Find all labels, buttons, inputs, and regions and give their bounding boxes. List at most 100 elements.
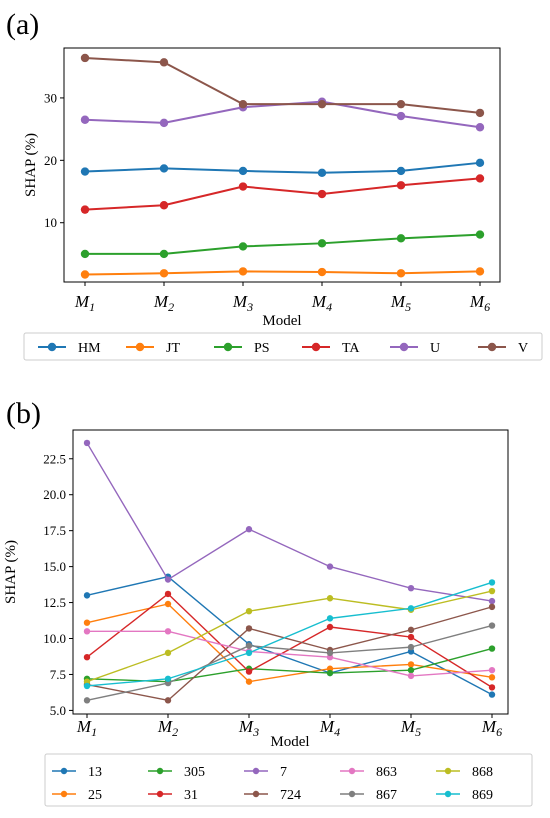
panel-b-legend-label-869: 869 [472,788,493,803]
panel-b-x-tick-sub: 2 [172,725,178,739]
panel-b-point-724 [245,625,253,632]
panel-b-point-863 [407,672,415,680]
panel-a-x-axis-title: Model [262,313,301,329]
panel-b-point-31 [245,668,253,675]
panel-a-point-PS [238,242,248,251]
panel-b-legend-marker-724 [252,790,260,798]
panel-a-x-tick-label: M2 [153,292,174,314]
panel-a-series-line-TA [84,177,481,211]
panel-b-legend-marker-863 [348,767,356,775]
panel-b-point-869 [488,579,496,586]
panel-a-series-line-JT [84,270,481,276]
panel-b-x-tick-sub: 5 [415,725,421,739]
panel-b-label: (b) [6,397,41,430]
panel-b-point-724 [488,603,496,611]
panel-b-point-869 [245,649,253,657]
panel-a-x-tick-label: M6 [469,292,490,314]
panel-b-legend-label-867: 867 [376,788,397,803]
panel-a-legend-label-JT: JT [166,341,180,356]
panel-b-series-line-868 [86,590,493,683]
panel-b-series-line-7 [86,442,493,602]
panel-b-series-line-305 [86,647,493,683]
panel-b-x-tick-base: M [481,717,497,736]
panel-a-point-PS [317,239,327,248]
panel-b-x-tick-label: M1 [76,717,97,739]
panel-b-y-tick-label: 10.0 [43,631,66,646]
panel-b-point-31 [83,654,91,661]
panel-b-point-7 [407,584,415,592]
panel-b-point-868 [326,595,334,602]
panel-a-point-JT [238,267,248,276]
panel-a-legend-marker-V [487,342,497,352]
panel-a-point-U [80,115,90,124]
panel-a-legend-label-PS: PS [254,341,270,356]
panel-a-legend-label-HM: HM [78,341,101,356]
panel-a-point-PS [475,230,485,239]
panel-a-legend-marker-JT [135,342,145,352]
panel-a-legend-marker-PS [223,342,233,352]
panel-b-legend-frame [44,753,533,807]
panel-a-point-U [475,123,485,132]
panel-a-legend-label-TA: TA [342,341,360,356]
panel-b-legend-label-13: 13 [88,765,102,780]
panel-b-point-305 [488,645,496,652]
panel-a-y-tick-label: 10 [44,215,57,230]
panel-b-x-tick-base: M [400,717,416,736]
panel-b-series-line-724 [86,606,493,702]
panel-a-series-line-HM [84,161,481,174]
panel-a-point-TA [80,205,90,214]
panel-b-point-869 [164,675,172,682]
panel-a-label: (a) [6,8,39,41]
panel-a-legend-marker-TA [311,342,321,352]
panel-a-point-V [80,53,90,63]
panel-b-y-tick-label: 12.5 [43,595,66,610]
panel-b-legend-label-868: 868 [472,765,493,780]
panel-b-x-tick-label: M3 [238,717,259,739]
panel-b-legend-marker-31 [156,790,164,798]
panel-b-series [83,439,496,704]
panel-b-point-7 [488,597,496,605]
panel-b-series-line-869 [86,581,493,687]
panel-b-legend-marker-869 [444,790,452,798]
panel-a-point-JT [80,270,90,279]
panel-b-series-line-863 [87,630,493,677]
panel-b-x-tick-base: M [157,717,173,736]
panel-a-x-tick-sub: 5 [405,300,411,314]
panel-b-point-863 [488,666,496,674]
panel-a-point-JT [159,269,169,278]
panel-b-point-869 [83,682,91,690]
panel-b-series-line-13 [86,575,493,696]
panel-b-legend-marker-868 [444,767,452,775]
panel-b-series-line-867 [86,624,493,702]
panel-a-x-tick-base: M [390,292,406,311]
panel-b-legend-label-25: 25 [88,788,102,803]
panel-b-x-tick-label: M6 [481,717,502,739]
panel-a-point-HM [80,167,90,176]
panel-a-point-V [159,58,169,67]
panel-a-point-PS [396,234,406,243]
panel-a-point-TA [159,201,169,210]
panel-b-point-31 [164,590,172,598]
panel-b-point-7 [83,439,91,447]
panel-b-y-tick-label: 22.5 [43,451,66,466]
panel-b-point-7 [245,526,253,533]
panel-a-point-PS [80,249,90,259]
panel-b-legend-label-724: 724 [280,788,301,803]
panel-a-point-HM [159,164,169,173]
panel-a-x-tick-base: M [469,292,485,311]
panel-b-x-tick-label: M4 [319,717,340,739]
panel-a-point-HM [396,166,406,176]
panel-b-point-863 [83,628,91,635]
panel-b-point-863 [164,628,172,635]
panel-b-x-tick-base: M [319,717,335,736]
panel-b-legend: 13 25 305 31 7 724 863 867 868 869 [44,753,533,807]
panel-b-point-7 [326,563,334,570]
panel-a-point-JT [396,269,406,278]
panel-a-legend-frame [23,332,543,361]
panel-b-x-tick-sub: 1 [91,725,97,739]
panel-a-point-PS [159,249,169,259]
panel-b-point-25 [164,600,172,608]
panel-a-point-TA [317,189,327,199]
panel-a-series [80,53,485,279]
panel-a-x-tick-sub: 2 [168,300,174,314]
